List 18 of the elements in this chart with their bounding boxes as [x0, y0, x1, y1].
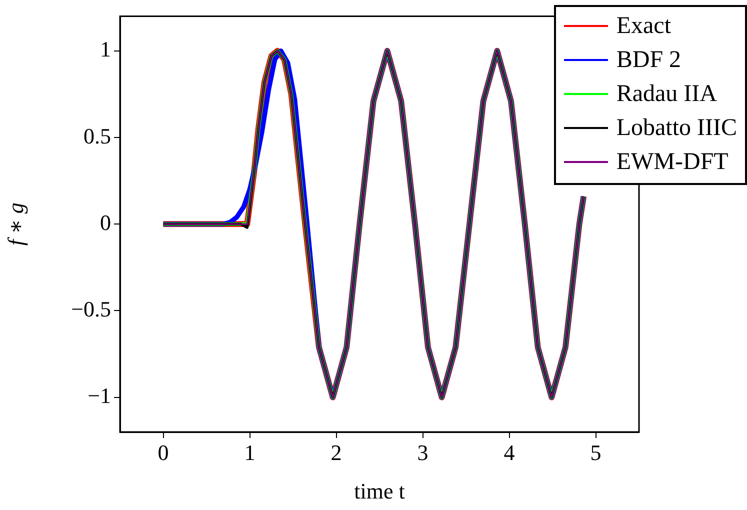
x-tick-label: 0: [158, 440, 169, 465]
x-tick-label: 5: [590, 440, 602, 465]
legend-label: Lobatto IIIC: [616, 114, 737, 142]
y-tick-label: 0.5: [84, 123, 111, 148]
y-tick-label: 1: [100, 36, 111, 62]
legend-label: BDF 2: [616, 46, 682, 74]
y-tick-label: −1: [88, 383, 111, 408]
y-tick-label: −0.5: [71, 296, 111, 322]
y-tick-label: 0: [100, 210, 111, 235]
x-tick-label: 4: [504, 440, 515, 465]
legend-label: Radau IIA: [616, 80, 717, 108]
x-tick-label: 3: [417, 440, 428, 465]
x-tick-label: 1: [244, 440, 256, 465]
x-axis-title: time t: [354, 478, 405, 504]
legend-label: Exact: [616, 12, 671, 40]
y-axis-title: f ∗ g: [2, 202, 28, 246]
x-tick-label: 2: [330, 440, 342, 465]
legend-label: EWM-DFT: [616, 148, 728, 176]
